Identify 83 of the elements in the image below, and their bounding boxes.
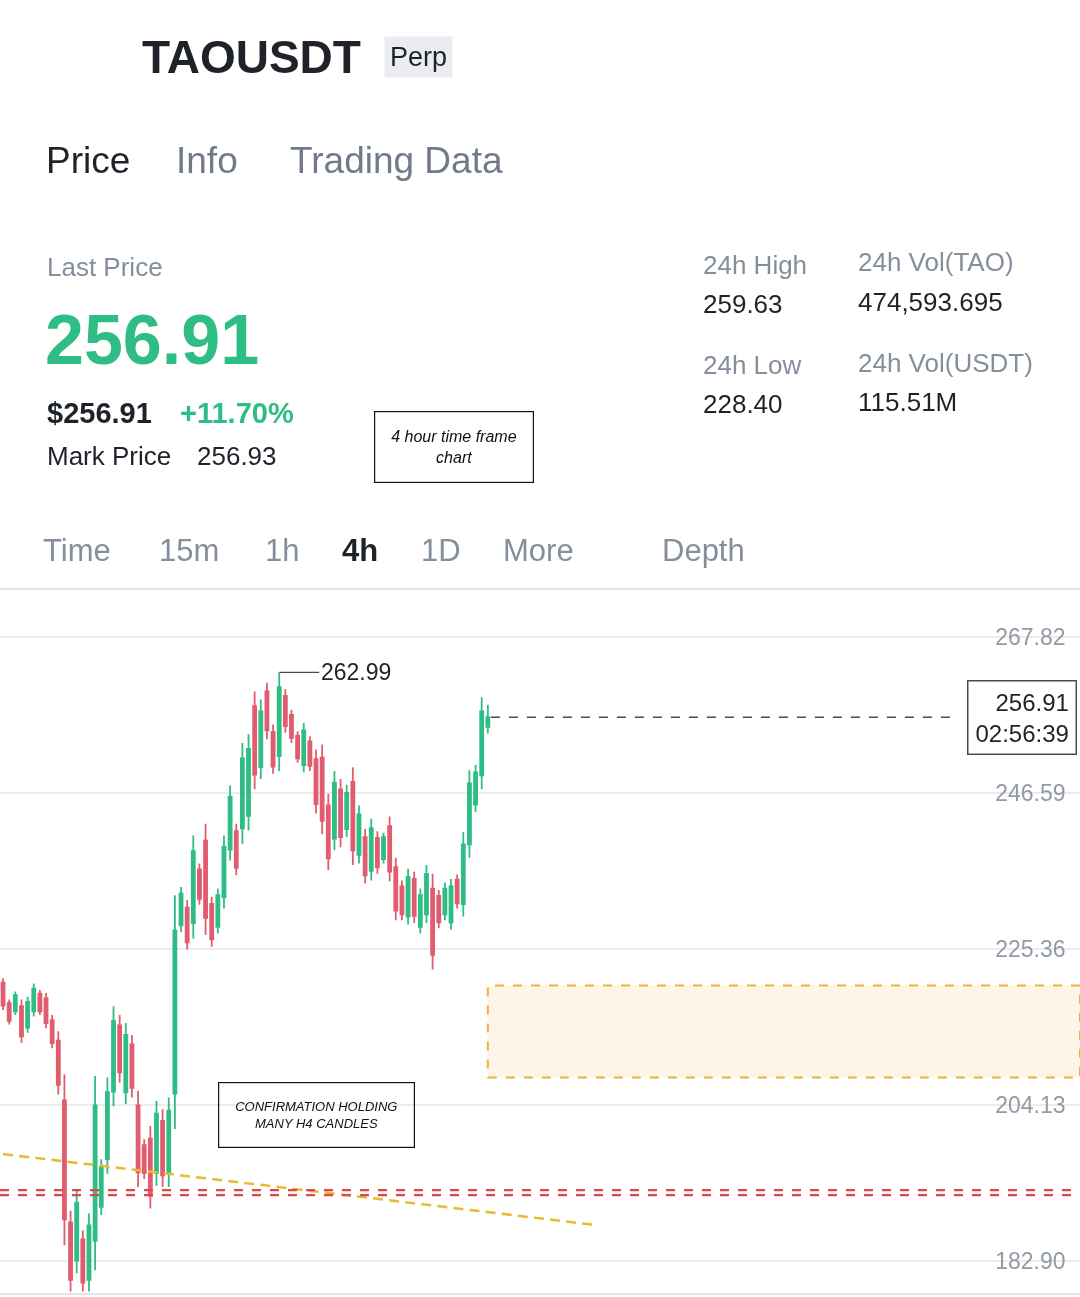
candlestick [19,998,24,1044]
candlestick [233,822,239,877]
text: Last Price [47,252,163,282]
text: 115.51M [858,387,958,417]
candlestick [154,1100,159,1187]
y-tick-label: 182.90 [995,1248,1066,1275]
candlestick [356,804,362,865]
text: 474,593.695 [858,287,1003,317]
text: 1D [421,533,461,568]
candlestick [307,735,313,772]
text: 24h Vol(USDT) [858,348,1033,378]
chart-title: TAOUSDT [142,31,361,84]
text: Trading Data [290,140,503,181]
candlestick [350,766,356,866]
text: Perp [390,42,448,72]
y-tick-label: 225.36 [995,936,1066,963]
candlestick [117,1014,123,1084]
candlestick [227,784,233,862]
candlestick [190,834,196,940]
candlestick [43,992,49,1030]
text: 256.93 [197,441,277,471]
text: $256.91 [47,397,152,429]
candlestick [258,698,264,780]
text: 4h [342,533,379,568]
candlestick [172,894,178,1130]
text: Price [46,140,131,181]
candlestick [135,1089,141,1189]
candlestick [368,817,374,882]
text: 15m [159,533,220,568]
candlestick [129,1033,135,1099]
text: 24h Low [703,350,802,380]
y-tick-label: 267.82 [995,623,1066,650]
text: 1h [265,533,300,568]
candlestick [344,783,350,838]
candlestick [374,830,380,875]
candlestick [313,748,319,815]
candlestick [448,878,454,931]
candlestick [166,1096,172,1189]
candlestick [264,681,270,741]
candlestick [123,1022,129,1105]
text: Mark Price [47,441,172,471]
text: 259.63 [703,289,783,319]
candlestick [338,778,343,849]
candlestick [86,1212,92,1293]
text: 24h Vol(TAO) [858,247,1014,277]
candlestick [270,723,276,775]
candlestick [381,831,386,865]
candlestick [37,989,43,1016]
candlestick [12,990,18,1016]
candlestick [62,1073,67,1247]
candlestick [80,1229,86,1293]
annotation: CONFIRMATION HOLDING MANY H4 CANDLES [235,1099,398,1132]
candlestick [68,1209,73,1293]
candlestick [332,770,337,852]
candlestick [178,886,184,933]
candlestick [362,828,368,885]
text: 228.40 [703,389,783,419]
y-tick-label: 204.13 [995,1092,1066,1119]
text: Depth [662,533,745,568]
candlestick [411,870,417,925]
candlestick [215,887,221,935]
candlestick [405,867,411,926]
candlestick [184,899,190,951]
candlestick [6,998,12,1026]
text: 4 hour time frame chart [391,428,517,466]
ref-line-label: 256.91 02:56:39 [975,688,1069,747]
candlestick [454,873,460,910]
candlestick [221,834,227,910]
candlestick [160,1108,166,1189]
candlestick [399,879,405,922]
candlestick [301,722,307,774]
candlestick [74,1189,80,1275]
text: Time [43,533,111,568]
text: +11.70% [180,397,294,429]
annotation: 262.99 [321,659,392,685]
text: Info [176,140,238,181]
text: 24h High [703,250,808,280]
candlestick [252,690,258,791]
text: 256.91 [45,301,260,379]
y-tick-label: 246.59 [995,780,1066,807]
candlestick [276,671,282,772]
candlestick [442,881,448,922]
text: More [503,533,574,568]
